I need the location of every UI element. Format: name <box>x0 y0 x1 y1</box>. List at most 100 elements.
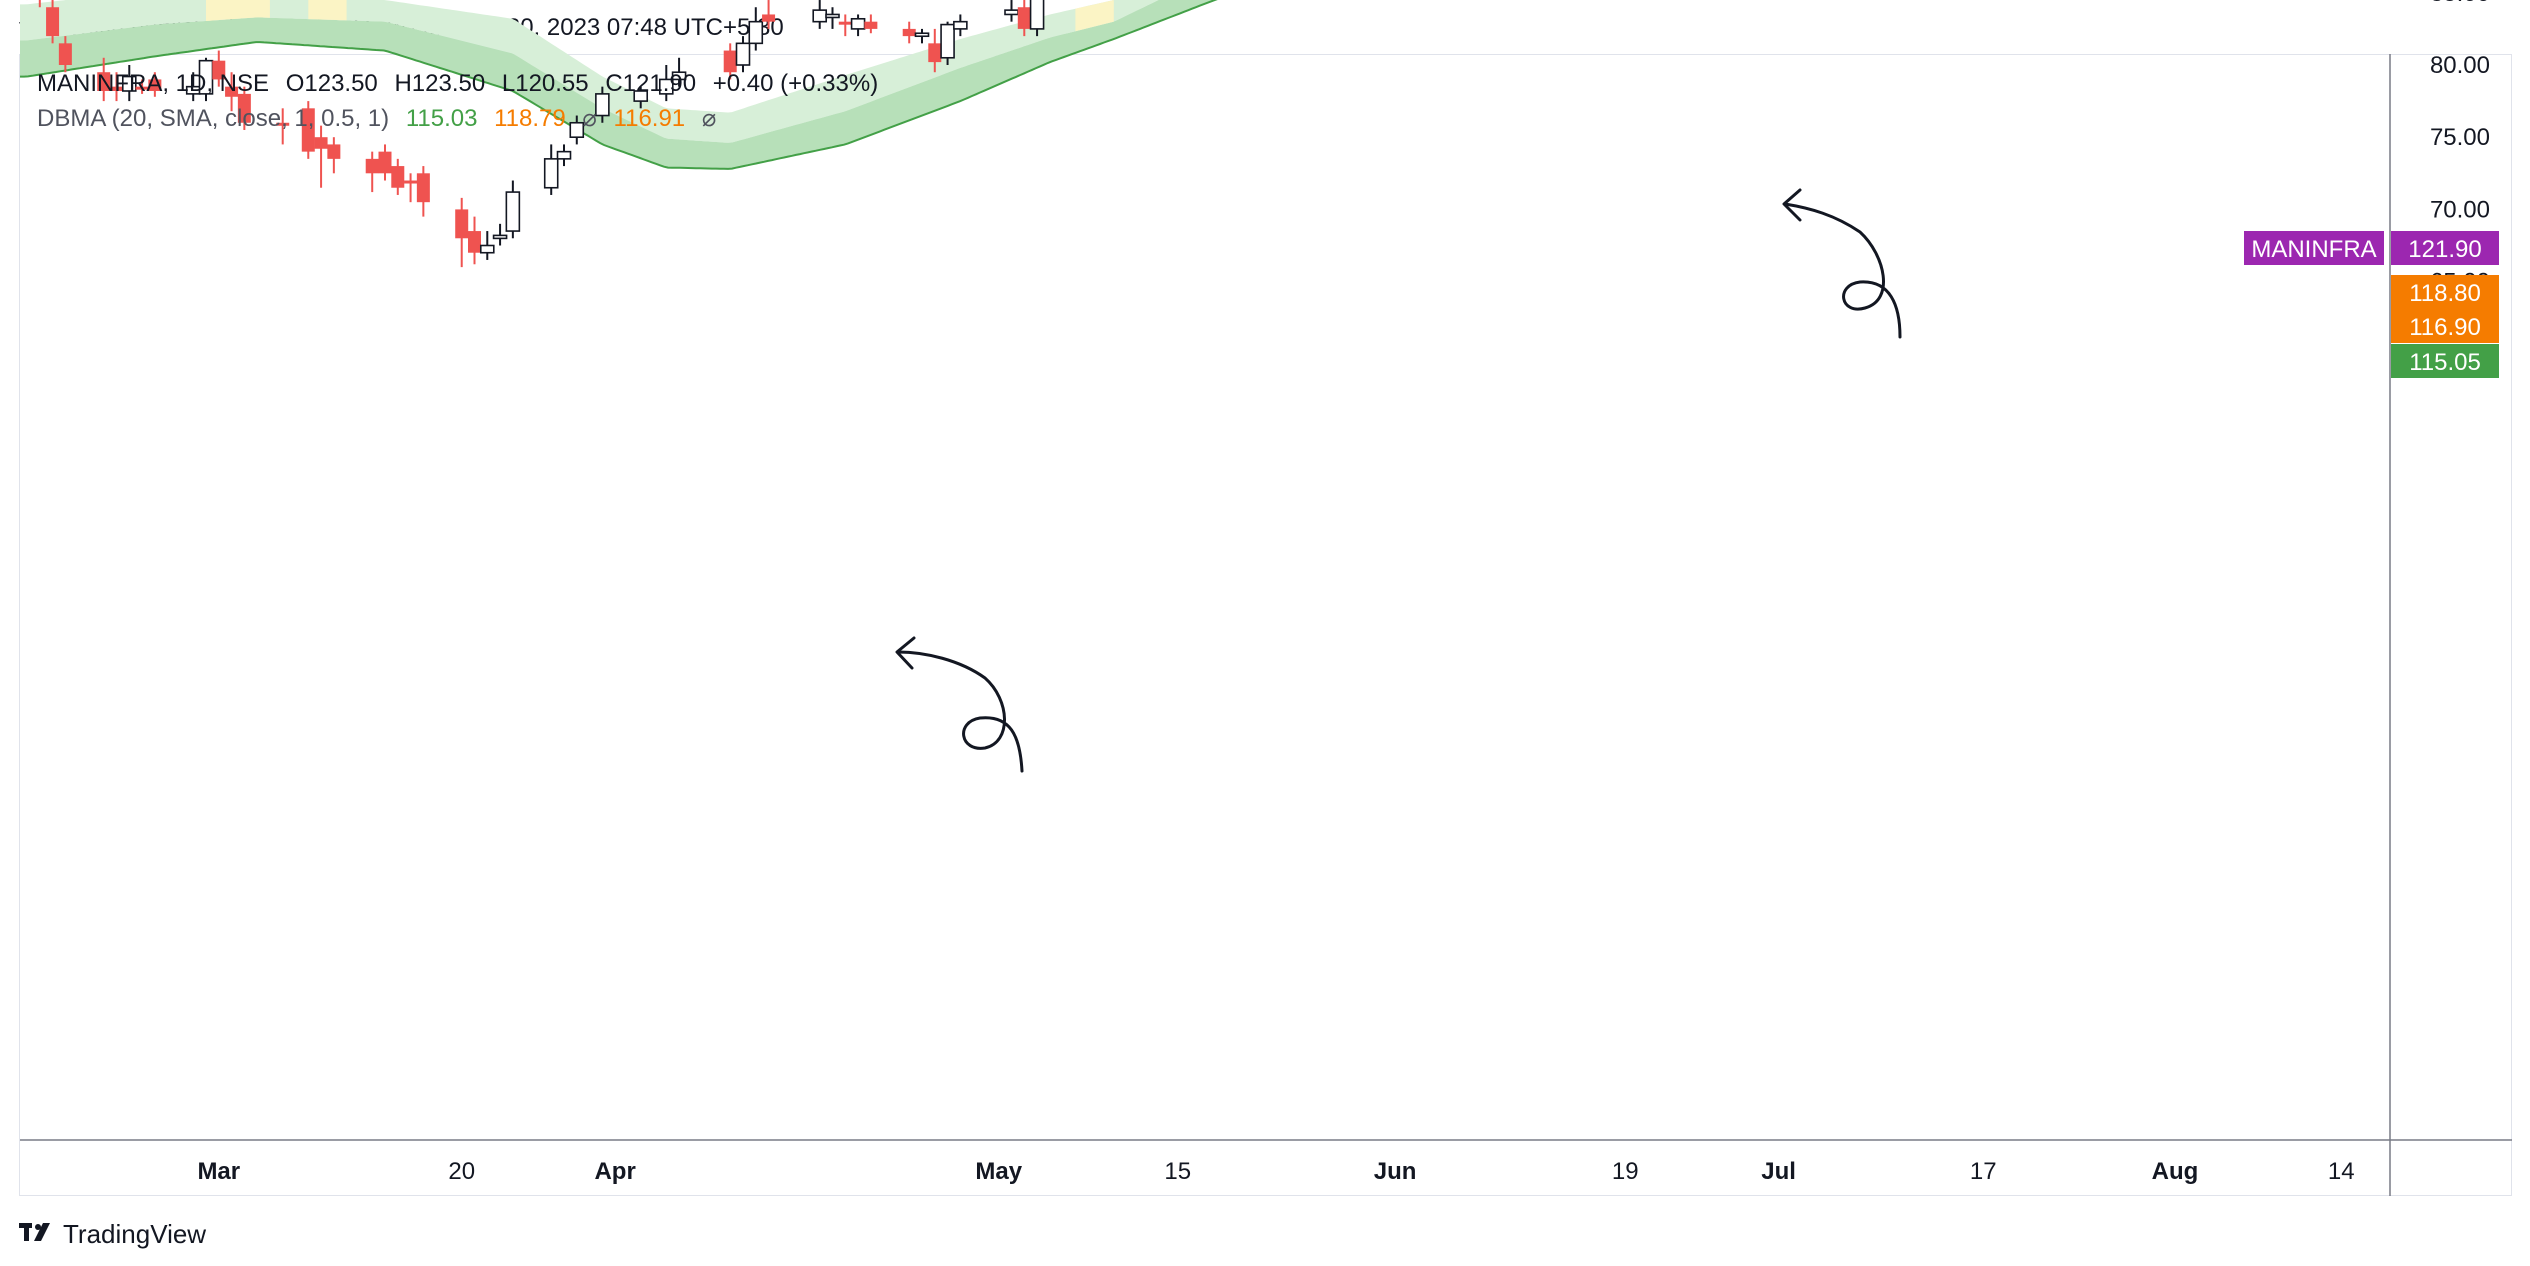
candle-body <box>914 32 930 38</box>
candle-body <box>148 79 162 91</box>
candle[interactable] <box>1004 0 1019 22</box>
candle-body <box>723 50 737 73</box>
x-tick-label: 15 <box>1164 1158 1191 1185</box>
candle-body <box>468 231 481 253</box>
candle[interactable] <box>314 125 328 188</box>
candle[interactable] <box>135 79 149 94</box>
x-tick-label: Mar <box>197 1158 240 1185</box>
candle[interactable] <box>492 223 508 246</box>
candle[interactable] <box>735 36 751 73</box>
candle[interactable] <box>825 7 840 29</box>
candle-body <box>902 28 916 37</box>
price-label[interactable]: 118.80 <box>2391 275 2499 309</box>
candle[interactable] <box>633 86 649 109</box>
candle[interactable] <box>212 50 226 87</box>
candle-body <box>378 151 392 174</box>
candle[interactable] <box>556 144 572 167</box>
chart-frame <box>19 54 2512 1196</box>
candle[interactable] <box>850 14 866 37</box>
candle[interactable] <box>1029 0 1045 37</box>
candle[interactable] <box>97 57 111 102</box>
candle[interactable] <box>301 101 315 159</box>
candle-body <box>1029 0 1045 30</box>
candle[interactable] <box>902 21 916 44</box>
candle[interactable] <box>762 0 776 29</box>
candle-body <box>58 43 72 65</box>
candle-body <box>46 7 60 37</box>
legend-change: +0.40 (+0.33%) <box>712 70 879 97</box>
candle-body <box>276 122 290 126</box>
candle[interactable] <box>237 86 251 130</box>
candle-body <box>225 86 239 97</box>
candle-body <box>762 14 776 22</box>
indicator-legend[interactable]: DBMA (20, SMA, close, 1, 0.5, 1) 115.03 … <box>37 104 726 133</box>
squeeze-zone-1 <box>308 0 347 21</box>
candle[interactable] <box>940 21 955 65</box>
candle[interactable] <box>595 86 610 123</box>
candle[interactable] <box>723 43 737 80</box>
candle-body <box>455 209 469 239</box>
candle[interactable] <box>365 151 379 193</box>
candle[interactable] <box>225 72 239 112</box>
candle-body <box>633 90 649 102</box>
candle[interactable] <box>404 173 418 203</box>
candle[interactable] <box>58 36 72 73</box>
candle[interactable] <box>121 65 137 102</box>
footer-brand[interactable]: TradingView <box>19 1218 206 1250</box>
candle[interactable] <box>276 108 290 145</box>
candle[interactable] <box>468 216 481 265</box>
x-tick-label: Jul <box>1761 1158 1796 1185</box>
candle-body <box>365 158 379 174</box>
y-tick-label: 75.00 <box>2430 124 2490 151</box>
price-label[interactable]: 115.05 <box>2391 344 2499 378</box>
candle-body <box>314 137 328 149</box>
candle[interactable] <box>928 28 942 73</box>
candle[interactable] <box>198 57 214 102</box>
indicator-name: DBMA (20, SMA, close, 1, 0.5, 1) <box>37 105 390 132</box>
candle[interactable] <box>148 72 162 97</box>
candle[interactable] <box>671 57 687 87</box>
candle[interactable] <box>812 0 828 29</box>
candle[interactable] <box>543 144 559 195</box>
candle-body <box>543 158 559 189</box>
candle[interactable] <box>864 14 878 34</box>
annotations: LOW-COMPRESSION SQUEEZEMID-COMPRESSION S… <box>895 188 1902 773</box>
candle[interactable] <box>479 231 495 260</box>
candle[interactable] <box>455 197 469 268</box>
candle-body <box>850 17 866 30</box>
candle-body <box>1004 9 1019 16</box>
x-tick-label: Aug <box>2152 1158 2199 1185</box>
candle[interactable] <box>569 115 585 145</box>
symbol-legend[interactable]: MANINFRA, 1D, NSE O123.50 H123.50 L120.5… <box>37 70 888 98</box>
candle[interactable] <box>748 7 764 51</box>
candle[interactable] <box>416 166 430 217</box>
candle[interactable] <box>838 14 852 37</box>
candle[interactable] <box>110 72 123 102</box>
candle[interactable] <box>505 180 521 239</box>
legend-open: O123.50 <box>285 70 378 97</box>
y-tick-label: 85.00 <box>2430 0 2490 7</box>
candle[interactable] <box>391 158 405 195</box>
x-tick-label: 20 <box>448 1158 475 1185</box>
x-tick-label: 17 <box>1970 1158 1997 1185</box>
candle[interactable] <box>33 0 46 8</box>
candle-body <box>671 71 687 81</box>
candle-body <box>735 42 751 66</box>
annotation-arrow <box>896 650 1024 773</box>
candle[interactable] <box>327 137 341 174</box>
candle-body <box>1017 7 1031 29</box>
candle[interactable] <box>658 65 674 102</box>
candle[interactable] <box>1017 0 1031 37</box>
candle[interactable] <box>914 28 930 44</box>
legend-high: H123.50 <box>394 70 486 97</box>
tradingview-logo-icon <box>19 1218 55 1250</box>
price-label[interactable]: 116.90 <box>2391 309 2499 343</box>
squeeze-zone-0 <box>206 0 270 21</box>
legend-low: L120.55 <box>501 70 589 97</box>
price-label[interactable]: MANINFRA 121.90 <box>2244 231 2499 265</box>
candle[interactable] <box>953 14 968 37</box>
candle-body <box>391 166 405 188</box>
candle[interactable] <box>46 0 60 44</box>
candle[interactable] <box>378 144 392 181</box>
